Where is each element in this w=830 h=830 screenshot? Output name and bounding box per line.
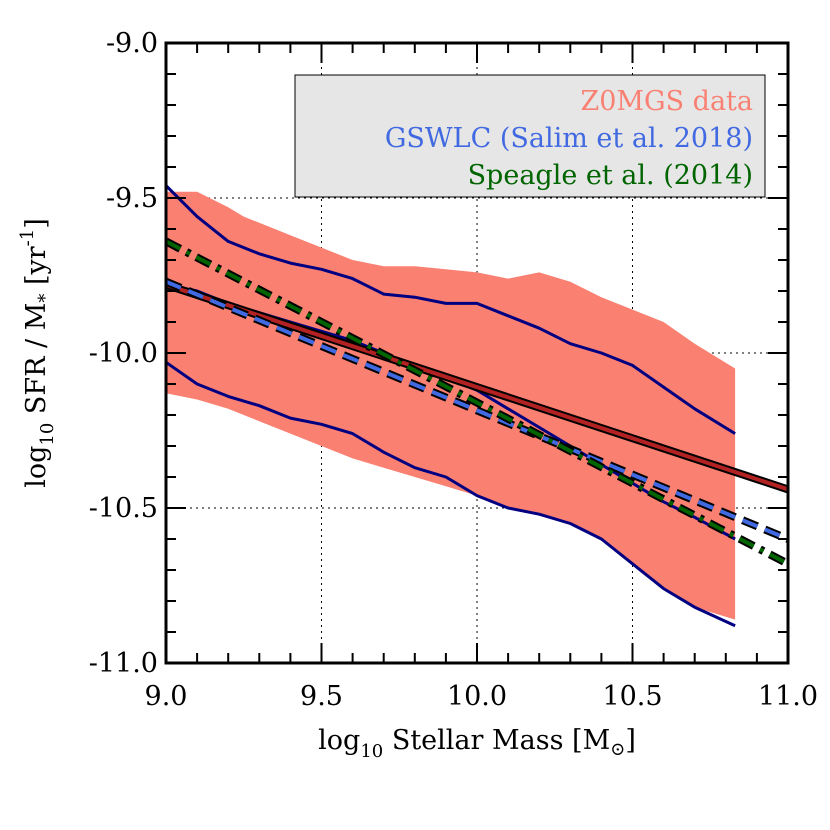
fit-line (166, 282, 788, 492)
y-tick-label: -9.0 (106, 28, 158, 59)
x-tick-label: 9.0 (145, 681, 188, 712)
legend: Z0MGS data GSWLC (Salim et al. 2018) Speag… (294, 74, 766, 198)
x-tick-label: 11.0 (758, 681, 818, 712)
y-tick-label: -9.5 (106, 183, 158, 214)
y-tick-label: -10.0 (89, 338, 158, 369)
y-axis-label: log10 SFR / M* [yr-1] (17, 218, 58, 488)
z0mgs-upper-percentile-line (166, 184, 736, 435)
y-tick-label: -10.5 (89, 493, 158, 524)
legend-entry-gswlc-salim-et-al-2018: GSWLC (Salim et al. 2018) (385, 123, 753, 154)
plot-area (166, 184, 788, 628)
axes: 9.0 9.5 10.0 10.5 11.0 -9.0 -9.5 -10.0 -10.5 -11.… (89, 28, 818, 712)
legend-box (294, 74, 766, 198)
z0mgs-lower-percentile-line (166, 361, 736, 628)
speagle-et-al-2014-line (166, 239, 788, 566)
x-tick-label: 9.5 (300, 681, 343, 712)
z0mgs-data-band (166, 191, 736, 620)
y-tick-label: -11.0 (89, 648, 158, 679)
legend-entry-z0mgs-data: Z0MGS data (580, 86, 753, 117)
x-tick-label: 10.0 (447, 681, 507, 712)
x-tick-label: 10.5 (602, 681, 662, 712)
gswlc-salim-et-al-2018-line (166, 279, 788, 541)
x-axis-label: log10 Stellar Mass [M⊙] (318, 725, 636, 762)
legend-entry-speagle-et-al-2014: Speagle et al. (2014) (468, 160, 753, 191)
